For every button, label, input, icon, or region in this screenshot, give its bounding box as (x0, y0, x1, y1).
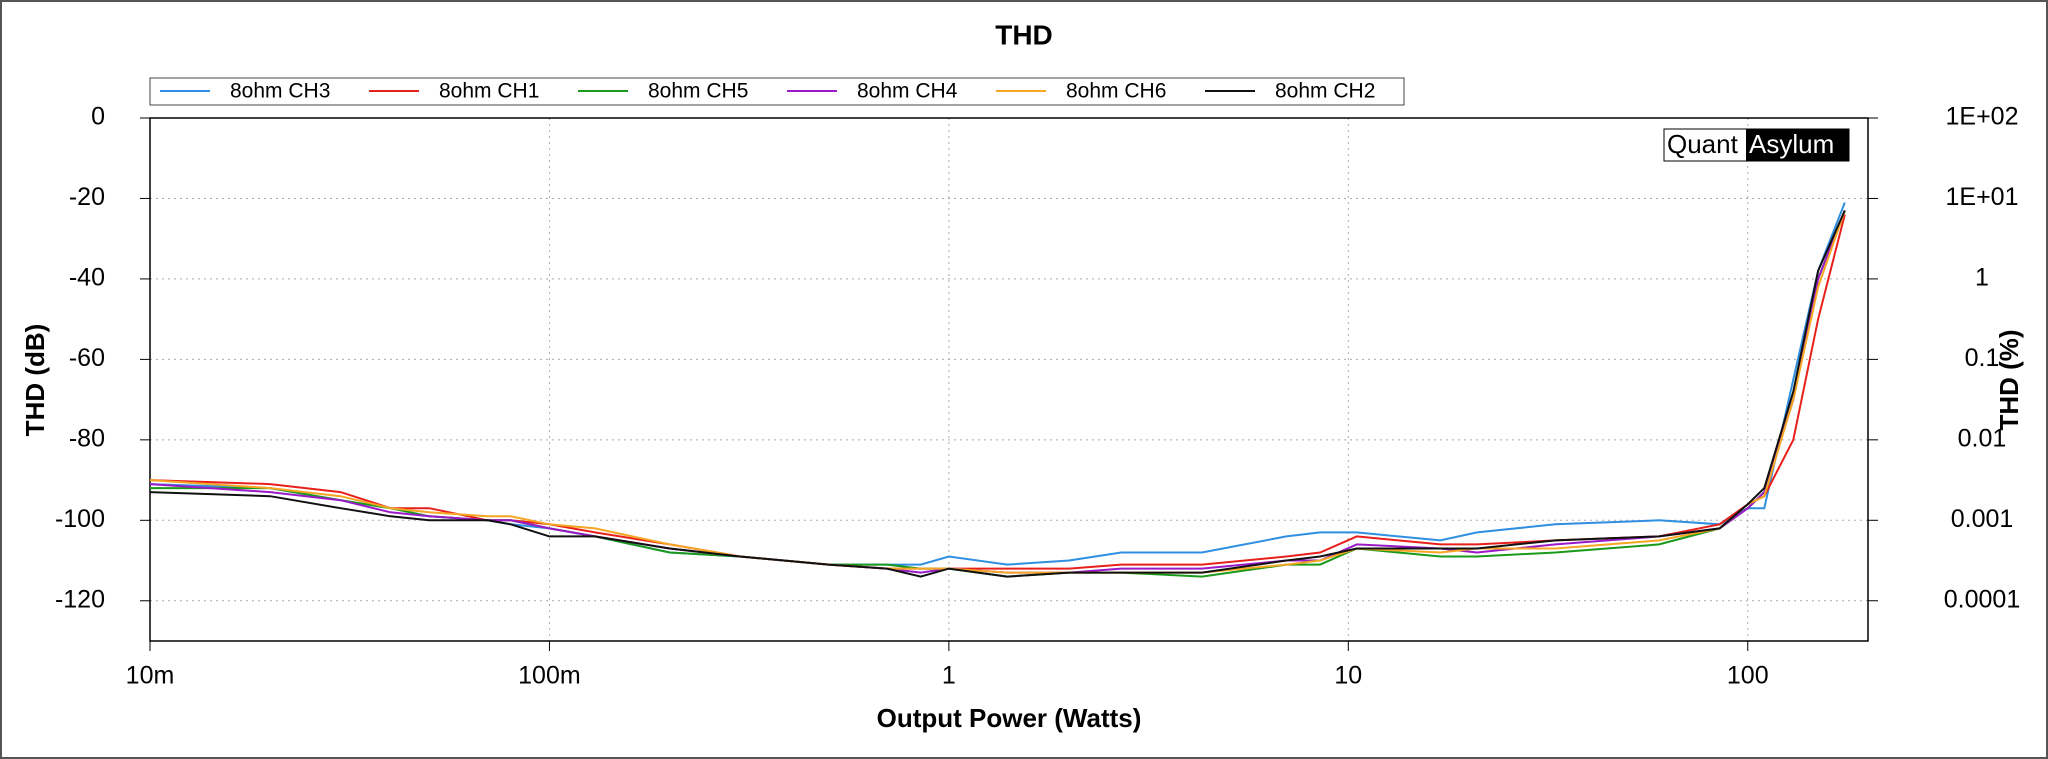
x-tick-label: 10 (1334, 662, 1362, 690)
y2-tick-label: 1E+02 (1946, 103, 2019, 131)
y2-tick-label: 0.0001 (1944, 585, 2020, 613)
x-tick-label: 100 (1727, 662, 1769, 690)
legend-label: 8ohm CH1 (439, 80, 539, 103)
y-tick-label: -20 (69, 183, 105, 211)
y-tick-label: -120 (55, 585, 105, 613)
plot-area (149, 117, 1869, 642)
y-tick-label: -40 (69, 264, 105, 292)
y2-tick-label: 1 (1975, 264, 1989, 292)
legend-label: 8ohm CH5 (648, 80, 748, 103)
legend-label: 8ohm CH2 (1275, 80, 1375, 103)
y-tick-label: -80 (69, 424, 105, 452)
x-tick-label: 1 (942, 662, 956, 690)
series-line (149, 210, 1846, 578)
y-axis-label: THD (dB) (20, 324, 50, 437)
y2-tick-label: 0.001 (1951, 505, 2014, 533)
y-tick-label: -60 (69, 344, 105, 372)
logo-text: Asylum (1749, 129, 1834, 159)
legend-label: 8ohm CH3 (230, 80, 330, 103)
y2-tick-label: 1E+01 (1946, 183, 2019, 211)
legend-box (149, 77, 1405, 106)
y2-tick-label: 0.1 (1965, 344, 2000, 372)
y2-tick-label: 0.01 (1958, 424, 2007, 452)
chart-title: THD (995, 19, 1053, 50)
logo-dark (1746, 129, 1849, 161)
legend-label: 8ohm CH6 (1066, 80, 1166, 103)
x-tick-label: 10m (126, 662, 175, 690)
x-tick-label: 100m (518, 662, 581, 690)
y-tick-label: -100 (55, 505, 105, 533)
y-tick-label: 0 (91, 103, 105, 131)
legend-label: 8ohm CH4 (857, 80, 958, 103)
x-axis-label: Output Power (Watts) (877, 703, 1142, 733)
y2-axis-label: THD (%) (1994, 329, 2024, 430)
logo-text: Quant (1667, 129, 1739, 159)
